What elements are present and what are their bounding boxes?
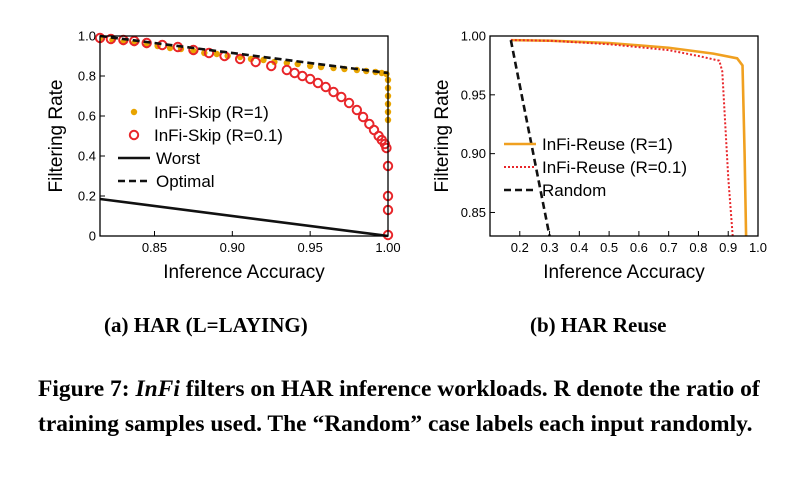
panel-a-legend-infi-skip-r-1-swatch — [130, 108, 138, 116]
panel-a-legend-optimal-label: Optimal — [156, 172, 215, 191]
panel-a-series-infi-skip-r-0-1-point — [357, 111, 369, 123]
panel-b-series-random-line — [509, 39, 551, 237]
panel-a-y-tick-label: 0.4 — [78, 149, 96, 164]
panel-b-x-tick-label: 0.6 — [630, 240, 648, 255]
panel-b-x-tick-label: 0.2 — [511, 240, 529, 255]
panel-a-series-infi-skip-r-0-1-point — [343, 97, 355, 109]
panel-b-legend-random-label: Random — [542, 181, 606, 200]
panel-a-legend-infi-skip-r-1-label: InFi-Skip (R=1) — [154, 103, 269, 122]
caption-emph: InFi — [135, 376, 180, 402]
caption-text: filters on HAR inference workloads. R de… — [38, 376, 760, 437]
panel-b-x-tick-label: 0.3 — [541, 240, 559, 255]
panel-b-y-tick-label: 1.00 — [461, 29, 486, 44]
panel-a-series-infi-skip-r-0-1-point — [266, 60, 277, 72]
panel-a-series-infi-skip-r-0-1-point — [188, 44, 199, 56]
panel-b-legend-infi-reuse-r-1-label: InFi-Reuse (R=1) — [542, 135, 673, 154]
panel-a-series-optimal-line — [100, 34, 389, 75]
panel-a-legend-infi-skip-r-0-1-swatch — [128, 129, 140, 141]
panel-a-series-infi-skip-r-0-1-point — [381, 142, 392, 154]
panel-a-series-infi-skip-r-0-1-point — [351, 104, 363, 116]
panel-a-plot-frame — [99, 35, 389, 237]
panel-b-y-tick-label: 0.95 — [461, 87, 486, 102]
panel-b-x-tick-label: 1.0 — [749, 240, 767, 255]
panel-a-series-infi-skip-r-0-1-point — [234, 53, 246, 65]
panel-a-series-infi-skip-r-1-point — [213, 50, 220, 58]
panel-a-series-infi-skip-r-0-1-point — [328, 86, 339, 98]
panel-b-series-infi-reuse-r-0-1-line — [510, 39, 734, 237]
panel-b-y-tick-label: 0.90 — [461, 146, 486, 161]
panel-a-series-infi-skip-r-0-1-point — [312, 77, 324, 89]
panel-b-x-tick-label: 0.8 — [689, 240, 707, 255]
figure-caption: Figure 7: InFi filters on HAR inference … — [38, 372, 798, 442]
panel-a-series-infi-skip-r-0-1-point — [141, 37, 152, 49]
panel-a-y-tick-label: 1.0 — [78, 29, 96, 44]
panel-b-y-axis-label: Filtering Rate — [432, 80, 453, 193]
panel-a-series-infi-skip-r-1-point — [190, 47, 197, 55]
panel-a-y-axis-label: Filtering Rate — [46, 80, 67, 193]
panel-a-y-tick-label: 0.6 — [78, 109, 96, 124]
panel-a-x-tick-label: 0.90 — [220, 240, 245, 255]
panel-a-legend-infi-skip-r-0-1-label: InFi-Skip (R=0.1) — [154, 126, 283, 145]
panel-a-series-infi-skip-r-0-1-point — [320, 81, 331, 93]
panel-a-series-infi-skip-r-0-1-point — [250, 56, 261, 68]
panel-b-x-tick-label: 0.7 — [660, 240, 678, 255]
subcaption-b: (b) HAR Reuse — [530, 313, 667, 337]
panel-a-legend-worst-label: Worst — [156, 149, 200, 168]
panel-a-y-tick-label: 0 — [89, 229, 96, 244]
subcaption-a: (a) HAR (L=LAYING) — [104, 313, 308, 337]
panel-a-series-worst-line — [100, 197, 389, 238]
caption-prefix: Figure 7: — [38, 376, 136, 402]
panel-b-y-tick-label: 0.85 — [461, 205, 486, 220]
panel-b-x-tick-label: 0.4 — [570, 240, 588, 255]
panel-a-series-infi-skip-r-0-1-point — [336, 91, 347, 103]
panel-b-plot-frame — [489, 35, 759, 237]
panel-b-legend-infi-reuse-r-0-1-label: InFi-Reuse (R=0.1) — [542, 158, 687, 177]
panel-a-x-tick-label: 0.95 — [298, 240, 323, 255]
panel-b-x-tick-label: 0.5 — [600, 240, 618, 255]
panel-a-x-tick-label: 1.00 — [375, 240, 400, 255]
panel-a-x-axis-label: Inference Accuracy — [163, 262, 325, 283]
panel-b-series-infi-reuse-r-1-line — [510, 38, 748, 237]
panel-a-y-tick-label: 0.8 — [78, 69, 96, 84]
figure-panels: 0.85 0.90 0.95 1.00 0 0.2 0.4 0.6 0.8 1.0 Inferenc… — [46, 29, 767, 284]
panel-a-series-infi-skip-r-0-1-point — [304, 73, 316, 85]
panel-b-x-axis-label: Inference Accuracy — [543, 262, 705, 283]
panel-a-series-infi-skip-r-0-1-point — [203, 47, 215, 59]
panel-a-y-tick-label: 0.2 — [78, 189, 96, 204]
panel-a-x-tick-label: 0.85 — [142, 240, 167, 255]
panel-b-x-tick-label: 0.9 — [719, 240, 737, 255]
